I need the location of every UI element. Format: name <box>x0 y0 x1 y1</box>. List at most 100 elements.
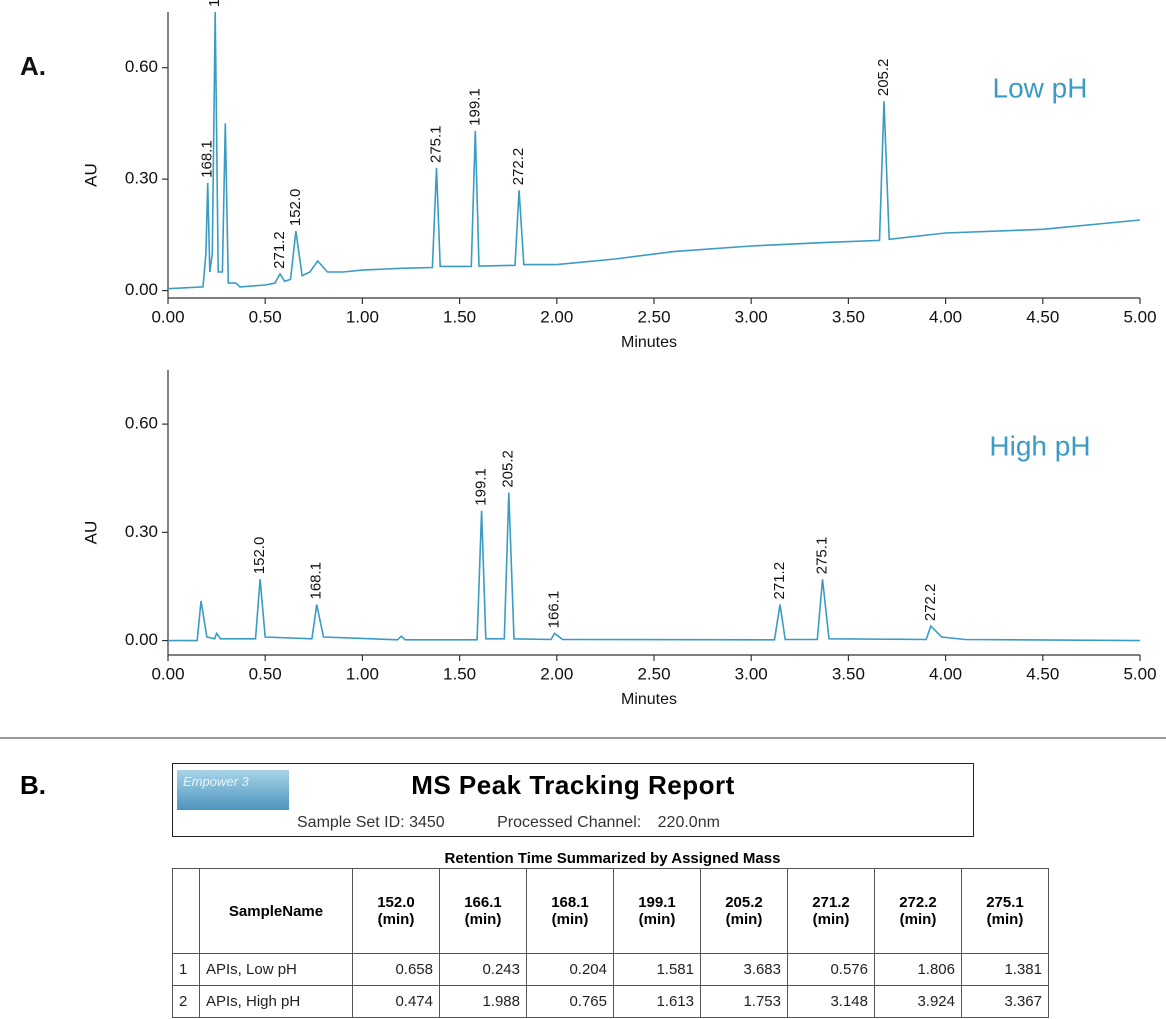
peak-label: 199.1 <box>473 468 490 506</box>
x-tick-label: 5.00 <box>1123 307 1156 326</box>
peak-label: 271.2 <box>271 231 288 269</box>
x-tick-label: 4.00 <box>929 664 962 683</box>
sample-name: APIs, Low pH <box>199 953 353 986</box>
peak-label: 166.1 <box>545 591 562 629</box>
header-mass: 152.0 <box>377 894 415 911</box>
peak-label: 168.1 <box>199 140 216 178</box>
header-cell: 271.2 (min) <box>787 868 875 954</box>
table-row: 2 APIs, High pH 0.474 1.988 0.765 1.613 1.753 3… <box>172 985 1049 1018</box>
header-cell: 152.0 (min) <box>352 868 440 954</box>
header-cell: 205.2 (min) <box>700 868 788 954</box>
peak-label: 152.0 <box>287 189 304 227</box>
table-caption: Retention Time Summarized by Assigned Ma… <box>444 850 781 867</box>
cell: 3.148 <box>787 985 875 1018</box>
header-cell: 166.1 (min) <box>439 868 527 954</box>
header-unit: (min) <box>377 911 415 928</box>
x-tick-label: 3.00 <box>735 664 768 683</box>
cell: 0.576 <box>787 953 875 986</box>
x-axis-title: Minutes <box>621 691 677 708</box>
y-tick-label: 0.60 <box>125 57 158 76</box>
y-tick-label: 0.00 <box>125 630 158 649</box>
y-tick-label: 0.30 <box>125 522 158 541</box>
row-index: 2 <box>172 985 200 1018</box>
table-row: 1 APIs, Low pH 0.658 0.243 0.204 1.581 3.683 0.… <box>172 953 1049 986</box>
header-cell: SampleName <box>199 868 353 954</box>
x-tick-label: 2.50 <box>637 664 670 683</box>
header-mass: 205.2 <box>725 894 763 911</box>
x-tick-label: 1.00 <box>346 664 379 683</box>
series-name: High pH <box>989 430 1090 461</box>
cell: 3.367 <box>961 985 1049 1018</box>
x-tick-label: 3.50 <box>832 664 865 683</box>
x-tick-label: 0.50 <box>249 664 282 683</box>
cell: 1.613 <box>613 985 701 1018</box>
header-unit: (min) <box>812 911 850 928</box>
trace <box>168 492 1141 642</box>
header-cell: 275.1 (min) <box>961 868 1049 954</box>
header-cell: 168.1 (min) <box>526 868 614 954</box>
cell: 0.204 <box>526 953 614 986</box>
meta-value: 3450 <box>409 814 445 831</box>
cell: 0.474 <box>352 985 440 1018</box>
panel-label: B. <box>20 770 46 800</box>
x-tick-label: 0.50 <box>249 307 282 326</box>
sample-name: APIs, High pH <box>199 985 353 1018</box>
header-mass: 166.1 <box>464 894 502 911</box>
header-mass: 275.1 <box>986 894 1024 911</box>
peak-label: 199.1 <box>466 88 483 126</box>
meta-label: Sample Set ID: <box>297 814 405 831</box>
header-cell: 272.2 (min) <box>874 868 962 954</box>
x-tick-label: 1.00 <box>346 307 379 326</box>
peak-label: 275.1 <box>814 537 831 575</box>
meta-label: Processed Channel: <box>497 814 642 831</box>
header-mass: 272.2 <box>899 894 937 911</box>
header-unit: (min) <box>638 911 676 928</box>
peak-label: 275.1 <box>427 125 444 163</box>
cell: 3.924 <box>874 985 962 1018</box>
header-unit: (min) <box>725 911 763 928</box>
chromatograms: 0.00 0.50 1.00 1.50 2.00 2.50 3.00 3.50 4.00 4.50… <box>20 0 1157 708</box>
x-axis-title: Minutes <box>621 334 677 351</box>
peak-label: 205.2 <box>500 450 517 488</box>
cell: 0.765 <box>526 985 614 1018</box>
meta-value: 220.0nm <box>657 814 720 831</box>
x-tick-label: 4.50 <box>1026 664 1059 683</box>
header-unit: (min) <box>464 911 502 928</box>
cell: 1.581 <box>613 953 701 986</box>
cell: 0.243 <box>439 953 527 986</box>
x-tick-label: 0.00 <box>151 307 184 326</box>
cell: 1.381 <box>961 953 1049 986</box>
header-cell <box>172 868 200 954</box>
y-axis-title: AU <box>81 521 100 545</box>
peak-label: 166.1 <box>206 0 223 7</box>
row-index: 1 <box>172 953 200 986</box>
peak-label: 272.2 <box>510 148 527 186</box>
peak-label: 205.2 <box>875 59 892 97</box>
peak-label: 152.0 <box>251 537 268 575</box>
y-tick-label: 0.60 <box>125 414 158 433</box>
trace <box>167 11 1141 290</box>
series-name: Low pH <box>993 72 1088 103</box>
header-unit: (min) <box>551 911 589 928</box>
report-table: SampleName 152.0 (min) 166.1 (min) 168.1 (min)… <box>172 868 1049 1018</box>
x-tick-label: 4.50 <box>1026 307 1059 326</box>
cell: 1.988 <box>439 985 527 1018</box>
report-header: Empower 3 MS Peak Tracking Report Sample… <box>172 763 974 837</box>
x-tick-label: 0.00 <box>151 664 184 683</box>
header-mass: 168.1 <box>551 894 589 911</box>
header-unit: (min) <box>899 911 937 928</box>
panel-label: A. <box>20 51 46 81</box>
cell: 1.753 <box>700 985 788 1018</box>
header-unit: (min) <box>986 911 1024 928</box>
header-mass: 199.1 <box>638 894 676 911</box>
cell: 3.683 <box>700 953 788 986</box>
y-axis-title: AU <box>81 163 100 187</box>
header-cell: 199.1 (min) <box>613 868 701 954</box>
peak-label: 271.2 <box>771 562 788 600</box>
x-tick-label: 3.00 <box>735 307 768 326</box>
x-tick-label: 5.00 <box>1123 664 1156 683</box>
peak-label: 272.2 <box>922 584 939 622</box>
x-tick-label: 3.50 <box>832 307 865 326</box>
x-tick-label: 1.50 <box>443 307 476 326</box>
